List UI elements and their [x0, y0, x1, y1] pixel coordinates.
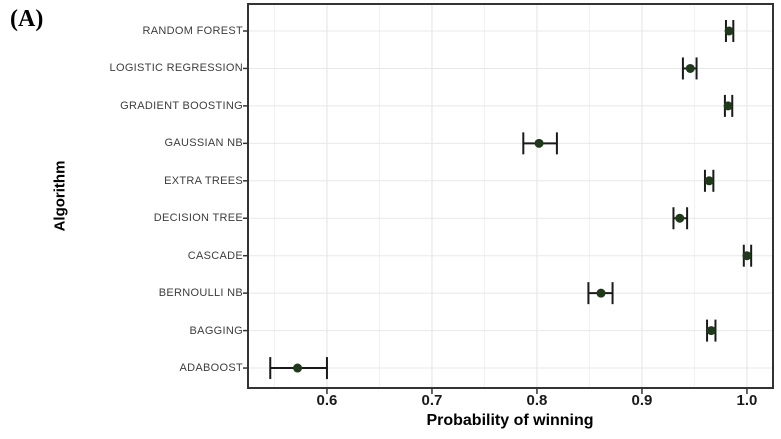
x-tick-label: 0.7: [421, 392, 443, 409]
data-point: [706, 326, 716, 336]
y-tick-label: EXTRA TREES: [164, 174, 243, 187]
data-point: [704, 176, 714, 186]
data-point: [724, 26, 734, 36]
y-tick-label: BERNOULLI NB: [158, 287, 243, 300]
x-axis-title: Probability of winning: [426, 412, 594, 429]
y-tick-label: GAUSSIAN NB: [164, 137, 243, 150]
y-tick-label: ADABOOST: [179, 362, 243, 375]
panel-label: (A): [10, 6, 44, 32]
y-tick-label: GRADIENT BOOSTING: [120, 99, 243, 112]
data-point: [723, 101, 733, 111]
data-point: [685, 63, 695, 73]
x-tick-label: 0.6: [316, 392, 338, 409]
y-tick-label: BAGGING: [189, 324, 243, 337]
x-tick-label: 0.8: [526, 392, 548, 409]
data-point: [742, 251, 752, 261]
data-point: [293, 363, 303, 373]
y-tick-label: DECISION TREE: [153, 212, 243, 225]
x-tick-label: 1.0: [736, 392, 758, 409]
y-tick-label: LOGISTIC REGRESSION: [109, 62, 243, 75]
y-axis-title: Algorithm: [51, 160, 69, 232]
plot-panel-border: [247, 3, 774, 389]
x-tick-label: 0.9: [631, 392, 653, 409]
data-point: [596, 288, 606, 298]
data-point: [534, 138, 544, 148]
y-tick-label: RANDOM FOREST: [142, 25, 243, 37]
y-tick-label: CASCADE: [187, 249, 243, 262]
data-point: [675, 213, 685, 223]
